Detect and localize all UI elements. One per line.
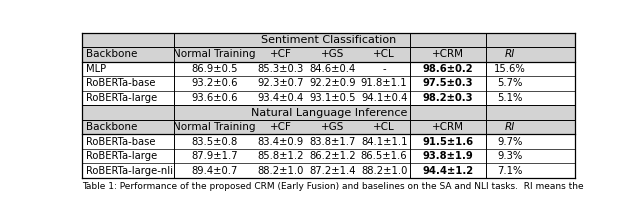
Text: RoBERTa-large: RoBERTa-large	[86, 93, 157, 103]
Text: 91.8±1.1: 91.8±1.1	[361, 79, 408, 89]
Text: 91.5±1.6: 91.5±1.6	[422, 137, 474, 147]
Text: 83.5±0.8: 83.5±0.8	[191, 137, 237, 147]
Text: Sentiment Classification: Sentiment Classification	[261, 35, 396, 45]
Text: +GS: +GS	[321, 122, 344, 132]
Text: 9.3%: 9.3%	[497, 151, 522, 161]
Text: 83.8±1.7: 83.8±1.7	[309, 137, 356, 147]
Text: 15.6%: 15.6%	[494, 64, 525, 74]
Text: Backbone: Backbone	[86, 50, 138, 59]
Text: 92.3±0.7: 92.3±0.7	[257, 79, 304, 89]
Text: 88.2±1.0: 88.2±1.0	[257, 166, 304, 176]
Text: MLP: MLP	[86, 64, 107, 74]
Text: 85.3±0.3: 85.3±0.3	[257, 64, 304, 74]
Text: 89.4±0.7: 89.4±0.7	[191, 166, 237, 176]
Text: 97.5±0.3: 97.5±0.3	[423, 79, 474, 89]
Text: 98.2±0.3: 98.2±0.3	[423, 93, 474, 103]
Bar	[83, 120, 575, 134]
Text: 87.2±1.4: 87.2±1.4	[309, 166, 356, 176]
Text: 5.7%: 5.7%	[497, 79, 522, 89]
Text: RI: RI	[504, 122, 515, 132]
Text: 93.6±0.6: 93.6±0.6	[191, 93, 237, 103]
Text: RoBERTa-large: RoBERTa-large	[86, 151, 157, 161]
Text: Normal Training: Normal Training	[173, 50, 255, 59]
Text: +CL: +CL	[373, 122, 395, 132]
Text: +CF: +CF	[270, 122, 292, 132]
Bar	[83, 47, 575, 62]
Text: 88.2±1.0: 88.2±1.0	[361, 166, 407, 176]
Text: 84.1±1.1: 84.1±1.1	[361, 137, 408, 147]
Text: 93.2±0.6: 93.2±0.6	[191, 79, 237, 89]
Text: 93.4±0.4: 93.4±0.4	[257, 93, 304, 103]
Text: 92.2±0.9: 92.2±0.9	[309, 79, 356, 89]
Text: 93.8±1.9: 93.8±1.9	[423, 151, 474, 161]
Text: +CRM: +CRM	[432, 50, 464, 59]
Text: +GS: +GS	[321, 50, 344, 59]
Text: 94.4±1.2: 94.4±1.2	[422, 166, 474, 176]
Text: 84.6±0.4: 84.6±0.4	[309, 64, 356, 74]
Text: 86.2±1.2: 86.2±1.2	[309, 151, 356, 161]
Text: 9.7%: 9.7%	[497, 137, 522, 147]
Text: Table 1: Performance of the proposed CRM (Early Fusion) and baselines on the SA : Table 1: Performance of the proposed CRM…	[83, 182, 584, 191]
Text: RoBERTa-base: RoBERTa-base	[86, 79, 156, 89]
Text: 86.9±0.5: 86.9±0.5	[191, 64, 237, 74]
Text: +CRM: +CRM	[432, 122, 464, 132]
Text: +CF: +CF	[270, 50, 292, 59]
Text: Natural Language Inference: Natural Language Inference	[250, 107, 407, 117]
Text: 87.9±1.7: 87.9±1.7	[191, 151, 237, 161]
Text: 85.8±1.2: 85.8±1.2	[257, 151, 304, 161]
Text: +CL: +CL	[373, 50, 395, 59]
Text: -: -	[382, 64, 386, 74]
Text: RI: RI	[504, 50, 515, 59]
Text: RoBERTa-large-nli: RoBERTa-large-nli	[86, 166, 173, 176]
Text: 98.6±0.2: 98.6±0.2	[423, 64, 474, 74]
Text: 5.1%: 5.1%	[497, 93, 522, 103]
Bar	[83, 105, 575, 120]
Text: 94.1±0.4: 94.1±0.4	[361, 93, 407, 103]
Text: 7.1%: 7.1%	[497, 166, 522, 176]
Text: RoBERTa-base: RoBERTa-base	[86, 137, 156, 147]
Text: Normal Training: Normal Training	[173, 122, 255, 132]
Text: 86.5±1.6: 86.5±1.6	[361, 151, 408, 161]
Text: Backbone: Backbone	[86, 122, 138, 132]
Text: 93.1±0.5: 93.1±0.5	[309, 93, 356, 103]
Bar	[83, 33, 575, 47]
Text: 83.4±0.9: 83.4±0.9	[257, 137, 304, 147]
